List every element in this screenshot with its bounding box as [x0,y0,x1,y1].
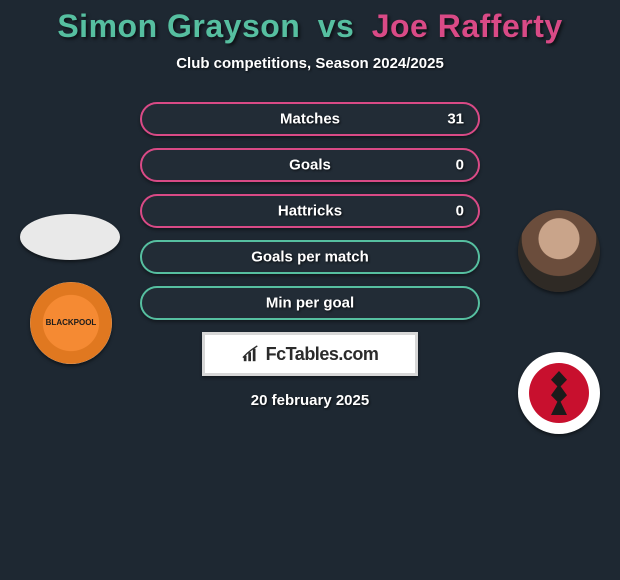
brand-watermark: FcTables.com [202,332,418,376]
windmill-icon [529,363,589,423]
player1-portrait [20,214,120,260]
subtitle: Club competitions, Season 2024/2025 [0,55,620,72]
stat-right-value: 0 [456,203,464,220]
stat-right-value: 31 [447,111,464,128]
stat-row-goals: Goals 0 [140,148,480,182]
stat-row-hattricks: Hattricks 0 [140,194,480,228]
chart-bars-icon [242,345,260,363]
stat-right-value: 0 [456,157,464,174]
stat-row-min-per-goal: Min per goal [140,286,480,320]
player1-name: Simon Grayson [57,8,300,44]
stat-label: Goals per match [142,249,478,266]
player2-club-badge [518,352,600,434]
player1-club-badge: BLACKPOOL [30,282,112,364]
infographic-container: Simon Grayson vs Joe Rafferty Club compe… [0,0,620,409]
page-title: Simon Grayson vs Joe Rafferty [0,8,620,45]
stat-label: Goals [142,157,478,174]
player2-portrait [518,210,600,292]
stats-area: BLACKPOOL Matches 31 Goals 0 Hattricks [0,102,620,409]
stat-row-goals-per-match: Goals per match [140,240,480,274]
title-separator: vs [318,8,355,44]
brand-text: FcTables.com [266,344,379,365]
stat-label: Min per goal [142,295,478,312]
stat-row-matches: Matches 31 [140,102,480,136]
stat-label: Matches [142,111,478,128]
stat-rows: Matches 31 Goals 0 Hattricks 0 Goals per… [140,102,480,320]
club-left-text: BLACKPOOL [46,319,97,327]
stat-label: Hattricks [142,203,478,220]
player2-name: Joe Rafferty [372,8,563,44]
